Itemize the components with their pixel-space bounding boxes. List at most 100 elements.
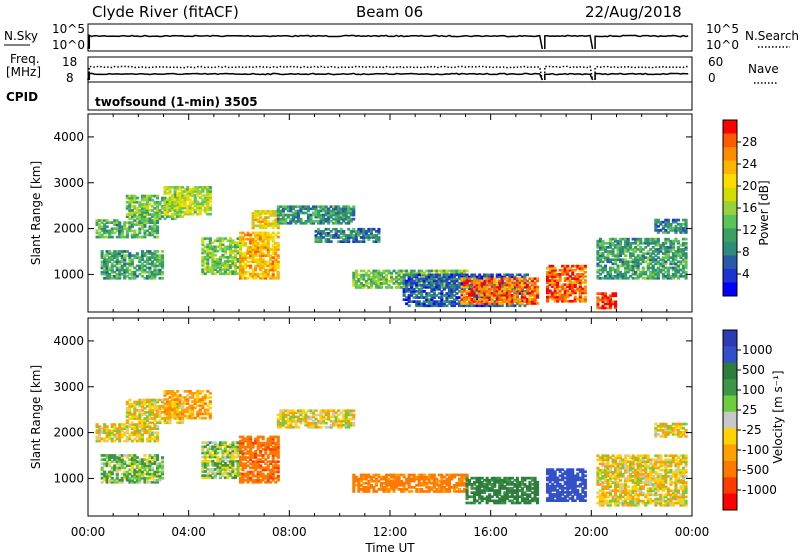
range-cell xyxy=(168,414,172,418)
range-cell xyxy=(130,427,134,430)
range-cell xyxy=(274,454,278,457)
range-cell xyxy=(435,275,439,279)
range-cell xyxy=(178,406,182,410)
range-cell xyxy=(598,306,602,310)
range-cell xyxy=(372,273,376,277)
range-cell xyxy=(181,202,185,206)
range-cell xyxy=(598,260,602,264)
range-cell xyxy=(634,270,638,274)
range-cell xyxy=(130,233,134,237)
range-cell xyxy=(130,478,134,482)
range-cell xyxy=(163,190,167,193)
range-cell xyxy=(261,460,265,463)
range-cell xyxy=(621,276,625,280)
range-cell xyxy=(128,194,132,198)
range-cell xyxy=(128,207,132,210)
range-cell xyxy=(598,268,602,272)
range-cell xyxy=(495,283,499,287)
range-cell xyxy=(206,410,210,414)
range-cell xyxy=(553,277,557,280)
range-cell xyxy=(684,246,688,249)
range-cell xyxy=(176,192,180,195)
range-cell xyxy=(138,458,142,461)
range-cell xyxy=(163,209,167,212)
range-cell xyxy=(108,435,112,439)
range-cell xyxy=(186,394,190,397)
range-cell xyxy=(649,266,653,270)
range-cell xyxy=(191,212,195,216)
range-cell xyxy=(249,466,253,470)
range-cell xyxy=(498,273,502,277)
range-cell xyxy=(191,416,195,420)
range-cell xyxy=(654,254,658,257)
range-cell xyxy=(634,276,638,280)
range-cell xyxy=(306,209,310,213)
range-cell xyxy=(153,200,157,204)
range-cell xyxy=(553,268,557,272)
range-cell xyxy=(266,216,270,219)
range-cell xyxy=(118,433,122,437)
range-cell xyxy=(208,188,212,191)
range-cell xyxy=(216,237,220,240)
range-cell xyxy=(503,277,507,281)
range-cell xyxy=(271,246,275,249)
range-cell xyxy=(342,240,346,243)
range-cell xyxy=(392,277,396,281)
range-cell xyxy=(143,221,147,224)
range-cell xyxy=(629,246,633,249)
range-cell xyxy=(118,262,122,266)
range-cell xyxy=(145,404,149,408)
range-cell xyxy=(427,283,431,287)
range-cell xyxy=(312,211,316,215)
range-cell xyxy=(166,200,170,204)
range-cell xyxy=(425,294,429,297)
range-cell xyxy=(211,272,215,276)
range-cell xyxy=(148,256,152,259)
range-cell xyxy=(153,272,157,276)
range-cell xyxy=(256,464,260,468)
range-cell xyxy=(397,284,401,287)
range-cell xyxy=(218,472,222,475)
range-cell xyxy=(183,212,187,216)
range-cell xyxy=(566,273,570,276)
range-cell xyxy=(251,464,255,468)
range-cell xyxy=(206,268,210,271)
range-cell xyxy=(259,239,263,243)
range-cell xyxy=(173,217,177,221)
range-cell xyxy=(259,216,263,219)
range-cell xyxy=(163,416,167,420)
range-cell xyxy=(498,275,502,279)
range-cell xyxy=(128,202,132,206)
range-cell xyxy=(236,474,240,477)
range-cell xyxy=(158,264,162,268)
range-cell xyxy=(561,268,565,272)
range-cell xyxy=(671,256,675,259)
range-cell xyxy=(611,237,615,241)
range-cell xyxy=(135,462,139,466)
range-cell xyxy=(156,258,160,262)
range-cell xyxy=(271,248,275,251)
range-cell xyxy=(546,295,550,299)
range-cell xyxy=(198,196,202,199)
range-cell xyxy=(548,289,552,293)
y-tick-label: 3000 xyxy=(53,176,84,190)
range-cell xyxy=(228,247,232,251)
range-cell xyxy=(148,468,152,472)
range-cell xyxy=(98,231,102,235)
range-cell xyxy=(156,462,160,466)
range-cell xyxy=(349,236,353,239)
range-cell xyxy=(301,207,305,211)
range-cell xyxy=(488,302,492,305)
range-cell xyxy=(581,273,585,276)
range-cell xyxy=(354,284,358,287)
range-cell xyxy=(226,468,230,471)
range-cell xyxy=(115,258,119,262)
range-cell xyxy=(626,270,630,274)
range-cell xyxy=(249,462,253,466)
range-cell xyxy=(679,231,683,234)
range-cell xyxy=(271,454,275,457)
range-cell xyxy=(412,279,416,283)
range-cell xyxy=(536,277,540,281)
range-cell xyxy=(329,240,333,243)
range-cell xyxy=(176,215,180,218)
